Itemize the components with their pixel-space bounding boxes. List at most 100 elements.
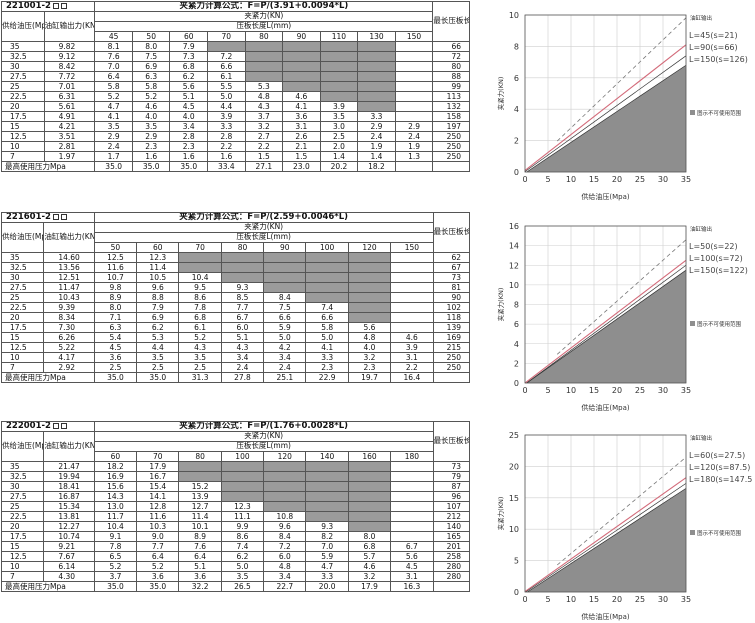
supply-pressure-cell: 10 (1, 141, 45, 152)
max-arm-length-cell: 258 (432, 551, 471, 562)
supply-pressure-cell: 22.5 (0, 302, 45, 313)
cylinder-output-cell: 16.87 (43, 491, 95, 502)
clamp-force-cell (394, 101, 434, 112)
table-row: 32.5 13.56 11.6 11.4 67 (0, 262, 471, 273)
empty-cell (432, 581, 471, 592)
supply-pressure-cell: 22.5 (0, 511, 45, 522)
clamp-force-cell: 6.1 (178, 322, 222, 333)
cylinder-output-cell: 9.21 (43, 541, 95, 552)
arm-length-legend-label: L=45(s=21) (689, 31, 738, 40)
cylinder-output-cell: 15.34 (43, 501, 95, 512)
clamp-force-cell: 3.6 (282, 111, 321, 122)
supply-pressure-cell: 7 (1, 151, 45, 162)
model-number: 221601-2 (1, 212, 95, 223)
clamp-force-cell: 9.9 (220, 521, 265, 532)
table-row: 17.5 4.91 4.1 4.0 4.0 3.9 3.7 3.6 3.5 3.3 158 (1, 111, 470, 122)
clamp-force-cell: 2.9 (131, 131, 171, 142)
supply-pressure-cell: 32.5 (0, 262, 45, 273)
clamp-force-cell: 4.5 (169, 101, 209, 112)
unusable-cell (319, 61, 359, 72)
arm-length-value: 140 (305, 451, 349, 462)
unusable-cell (319, 41, 359, 52)
clamp-force-cell: 8.4 (263, 531, 307, 542)
table-row: 25 7.01 5.8 5.8 5.6 5.5 5.3 99 (1, 81, 470, 92)
cylinder-output-cell: 9.39 (43, 302, 95, 313)
clamp-force-cell: 5.8 (131, 81, 171, 92)
max-pressure-cell: 19.7 (347, 372, 392, 383)
y-tick-label: 0 (514, 379, 519, 388)
clamp-force-cell: 8.9 (178, 531, 222, 542)
y-tick-label: 20 (509, 462, 519, 471)
clamp-force-cell (390, 481, 434, 492)
clamp-force-cell: 12.5 (93, 252, 138, 263)
clamp-force-cell: 2.9 (94, 131, 133, 142)
clamp-force-cell: 5.5 (207, 81, 246, 92)
x-axis-label: 供给油压(Mpa) (581, 192, 630, 201)
clamp-force-cell: 3.5 (136, 352, 180, 363)
clamp-force-cell: 8.6 (178, 292, 222, 303)
clamp-force-cell: 9.6 (136, 282, 180, 293)
supply-pressure-cell: 17.5 (0, 322, 45, 333)
clamp-force-cell: 7.4 (305, 302, 349, 313)
max-pressure-cell: 16.4 (390, 372, 434, 383)
length-row: 60 70 80 100 120 140 160 180 (2, 451, 470, 462)
supply-pressure-cell: 27.5 (0, 491, 45, 502)
max-pressure-label: 最高使用压力Mpa (0, 161, 96, 172)
clamp-force-cell: 5.0 (220, 561, 265, 572)
clamp-force-cell: 7.8 (93, 541, 138, 552)
arm-length-value: 90 (282, 31, 321, 42)
unusable-cell (263, 252, 307, 263)
arm-length-legend-label: L=150(s=122) (689, 266, 748, 275)
clamp-force-cell: 6.4 (136, 551, 180, 562)
clamp-force-cell: 8.4 (263, 292, 307, 303)
arm-length-legend-label: L=120(s=87.5) (689, 463, 750, 472)
clamp-force-cell: 4.6 (347, 561, 392, 572)
supply-pressure-cell: 7 (0, 362, 45, 373)
unusable-cell (207, 41, 246, 52)
cylinder-output-cell: 7.01 (43, 81, 96, 92)
clamp-force-cell: 4.8 (263, 561, 307, 572)
unusable-cell (220, 272, 265, 283)
clamp-force-cell (394, 91, 434, 102)
clamp-force-cell: 10.5 (136, 272, 180, 283)
x-tick-label: 10 (566, 386, 576, 395)
clamp-force-cell: 5.2 (93, 561, 138, 572)
unusable-cell (282, 61, 321, 72)
unusable-cell (244, 71, 284, 82)
x-tick-label: 30 (658, 175, 668, 184)
max-pressure-cell: 35.0 (93, 581, 138, 592)
max-pressure-cell: 25.1 (263, 372, 307, 383)
cylinder-output-cell: 13.56 (43, 262, 95, 273)
y-axis-label: 夹紧力(KN) (496, 77, 505, 111)
cylinder-output-cell: 12.51 (43, 272, 95, 283)
clamp-force-cell: 13.0 (93, 501, 138, 512)
max-arm-length-cell: 118 (432, 312, 471, 323)
clamp-force-cell: 4.2 (263, 342, 307, 353)
unusable-range-label: 图示不可使用范围 (697, 320, 742, 328)
unusable-cell (220, 262, 265, 273)
clamp-force-cell: 6.6 (305, 312, 349, 323)
max-arm-length-cell: 280 (432, 561, 471, 572)
y-tick-label: 14 (509, 242, 519, 251)
clamp-force-cell (394, 61, 434, 72)
unusable-cell (263, 461, 307, 472)
formula: 夹紧力计算公式：F=P/(2.59+0.0046*L) (93, 212, 434, 223)
clamp-force-cell: 17.9 (136, 461, 180, 472)
max-pressure-cell: 27.8 (220, 372, 265, 383)
clamp-force-cell: 9.1 (93, 531, 138, 542)
clamp-force-cell: 4.4 (207, 101, 246, 112)
clamp-force-cell: 3.4 (263, 352, 307, 363)
table-row: 25 15.34 13.0 12.8 12.7 12.3 107 (0, 501, 471, 512)
y-tick-label: 12 (509, 261, 519, 270)
supply-pressure-cell: 10 (0, 352, 45, 363)
model-number-text: 222001-2 (6, 421, 51, 432)
unusable-cell (220, 252, 265, 263)
table-row: 22.5 9.39 8.0 7.9 7.8 7.7 7.5 7.4 102 (0, 302, 471, 313)
x-tick-label: 5 (545, 175, 550, 184)
max-arm-length-cell: 158 (432, 111, 470, 122)
clamp-force-cell: 1.9 (394, 141, 434, 152)
clamp-force-cell: 6.2 (220, 551, 265, 562)
arm-length-legend-label: L=90(s=66) (689, 43, 738, 52)
table-row: 10 4.17 3.6 3.5 3.5 3.4 3.4 3.3 3.2 3.1 250 (0, 352, 471, 363)
supply-pressure-cell: 7 (0, 571, 45, 582)
